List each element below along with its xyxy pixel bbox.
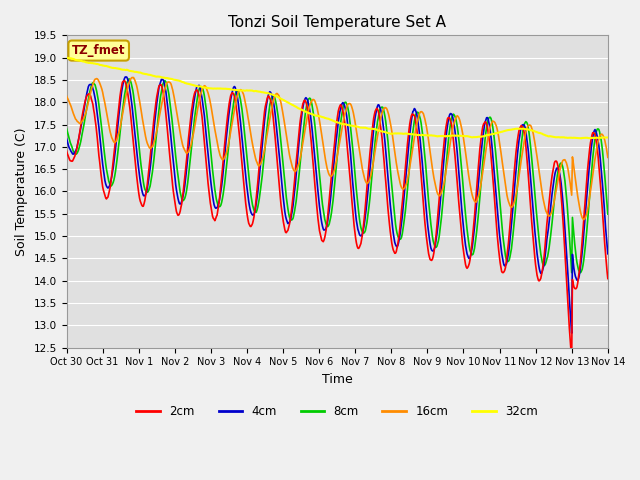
Legend: 2cm, 4cm, 8cm, 16cm, 32cm: 2cm, 4cm, 8cm, 16cm, 32cm bbox=[132, 400, 543, 423]
Text: TZ_fmet: TZ_fmet bbox=[72, 44, 125, 57]
Title: Tonzi Soil Temperature Set A: Tonzi Soil Temperature Set A bbox=[228, 15, 446, 30]
Y-axis label: Soil Temperature (C): Soil Temperature (C) bbox=[15, 127, 28, 256]
X-axis label: Time: Time bbox=[322, 373, 353, 386]
